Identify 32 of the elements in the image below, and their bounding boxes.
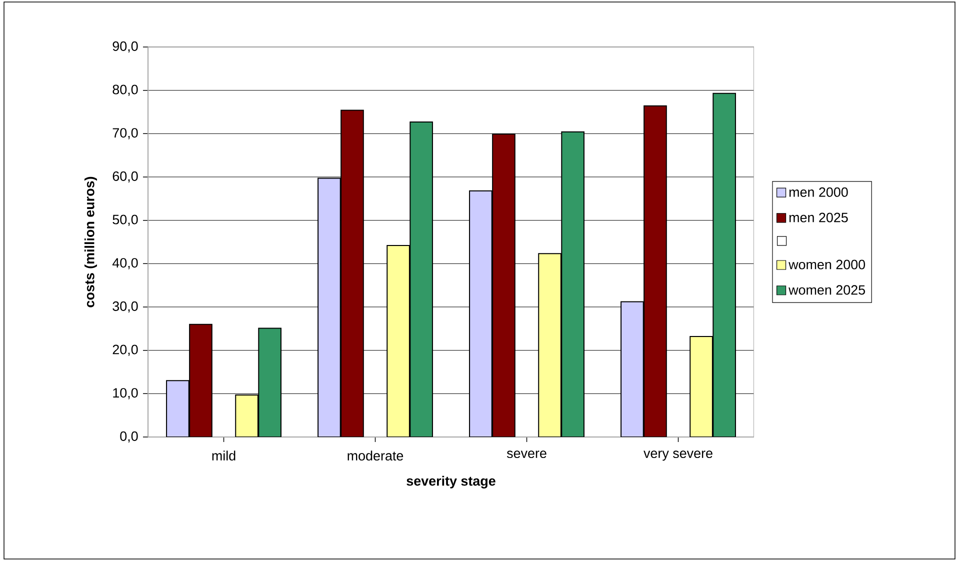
x-tick-label: mild: [212, 450, 236, 461]
bar: [235, 394, 258, 437]
y-tick-label: 20,0: [112, 344, 138, 356]
bar: [690, 336, 713, 437]
legend-label: men 2000: [789, 187, 848, 197]
bar: [258, 328, 282, 437]
x-tick-label: severe: [506, 450, 546, 458]
x-tick-label: very severe: [644, 450, 712, 461]
legend-label: men 2025: [789, 212, 848, 222]
bar: [538, 253, 562, 437]
y-tick-label: 0,0: [120, 431, 138, 443]
y-tick-label: 50,0: [112, 214, 138, 226]
bar: [410, 121, 433, 437]
y-tick-label: 10,0: [113, 388, 138, 400]
y-tick-label: 80,0: [112, 84, 138, 96]
y-tick-label: 40,0: [112, 258, 138, 270]
legend-label: women 2000: [788, 260, 866, 270]
bar: [386, 244, 410, 437]
y-tick-label: 60,0: [112, 171, 138, 183]
y-tick-label: 90,0: [112, 41, 138, 53]
y-axis-title: costs (million euros): [84, 176, 97, 308]
bar: [712, 92, 736, 437]
x-tick-label: moderate: [348, 450, 404, 461]
y-tick-label: 30,0: [112, 301, 138, 313]
legend-label: women 2025: [788, 285, 866, 295]
bar: [561, 131, 584, 437]
bar: [469, 190, 492, 437]
bar: [318, 178, 341, 437]
bar: [620, 301, 644, 437]
x-axis-title: severity stage: [406, 476, 496, 488]
y-tick-label: 70,0: [112, 128, 138, 140]
bar: [166, 380, 190, 437]
